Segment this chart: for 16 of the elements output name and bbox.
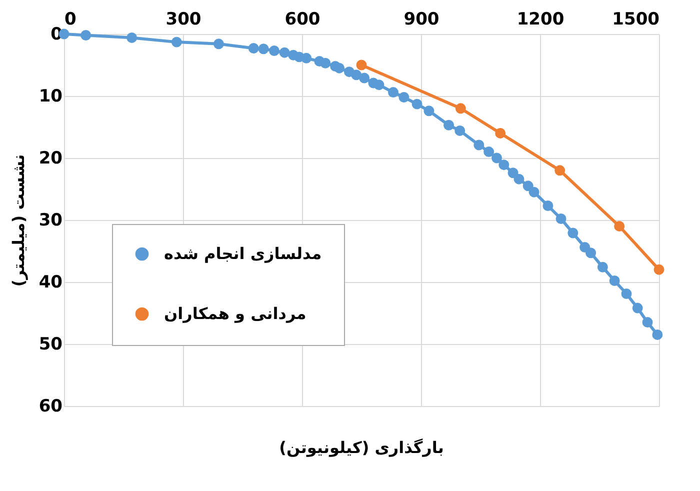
- x-tick-label: 600: [284, 10, 320, 30]
- y-tick-label: 10: [38, 86, 63, 106]
- y-axis-title: نشست (میلیمتر): [8, 154, 28, 287]
- y-tick-label: 60: [38, 396, 63, 416]
- x-tick-label: 900: [404, 10, 440, 30]
- x-tick-label: 0: [64, 10, 76, 30]
- x-tick-label: 1200: [516, 10, 564, 30]
- legend-label: مدلسازی انجام شده: [164, 244, 322, 263]
- y-tick-label: 20: [38, 148, 63, 168]
- x-tick-label: 300: [166, 10, 202, 30]
- y-tick-label: 40: [38, 272, 63, 292]
- y-tick-label: 30: [38, 210, 63, 230]
- legend-label: مردانی و همکاران: [164, 304, 306, 323]
- x-axis-title: بارگذاری (کیلونیوتن): [279, 438, 444, 457]
- x-tick-label: 1500: [612, 10, 660, 30]
- y-tick-label: 50: [38, 334, 63, 354]
